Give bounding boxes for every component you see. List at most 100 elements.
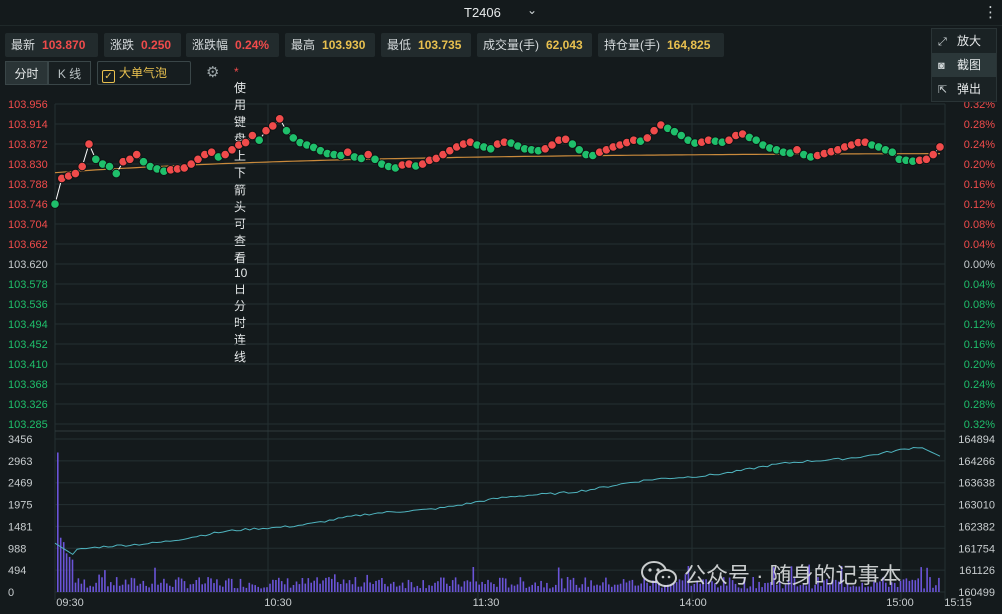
volume-bar	[543, 587, 545, 592]
volume-bar	[837, 581, 840, 592]
volume-bar	[805, 585, 808, 592]
price-tick-label: 103.536	[8, 299, 48, 311]
volume-bar	[345, 583, 348, 592]
big-order-bubble	[131, 149, 142, 160]
gear-icon[interactable]: ⚙	[206, 64, 220, 81]
volume-bar	[387, 586, 389, 592]
volume-bar	[784, 584, 787, 592]
popout-icon: ⇱	[938, 84, 948, 96]
volume-bar	[799, 585, 802, 592]
volume-bar	[98, 574, 100, 592]
big-order-bubble	[935, 142, 945, 152]
volume-bar	[899, 580, 902, 592]
quote-key: 涨跌	[110, 38, 135, 52]
big-order-bubble	[50, 199, 60, 209]
volume-bar	[83, 579, 86, 592]
quote-field: 持仓量(手) 164,825	[598, 33, 724, 57]
quote-value: 103.870	[42, 38, 86, 52]
volume-bar	[870, 586, 872, 592]
volume-bar	[351, 584, 354, 592]
oi-tick-label: 160499	[958, 587, 995, 599]
volume-bar	[563, 588, 566, 592]
volume-bar	[528, 586, 531, 592]
volume-bar	[101, 577, 103, 592]
volume-bar	[572, 577, 575, 592]
quote-value: 164,825	[667, 38, 711, 52]
price-tick-label: 103.662	[8, 239, 48, 251]
volume-bar	[395, 586, 398, 592]
big-order-bubble	[268, 121, 278, 131]
big-order-bubble	[560, 134, 571, 145]
volume-bar	[186, 588, 189, 592]
volume-bar	[425, 588, 427, 592]
big-order-bubble	[370, 154, 380, 165]
volume-bar	[581, 584, 584, 592]
volume-bar	[711, 581, 713, 592]
volume-bar	[357, 586, 360, 592]
volume-tick-label: 2963	[8, 456, 32, 468]
volume-bar	[301, 578, 304, 592]
volume-bar	[519, 577, 522, 592]
volume-bar	[867, 586, 869, 592]
volume-bar	[280, 581, 283, 592]
volume-bar	[136, 585, 139, 592]
volume-bar	[295, 581, 298, 592]
timeshare-chart[interactable]: 103.956 0.32% 103.914 0.28% 103.872 0.24% 103.…	[0, 92, 1002, 614]
oi-tick-label: 164266	[958, 456, 995, 468]
volume-bar	[89, 585, 91, 592]
volume-bar	[778, 580, 781, 592]
big-order-bubble	[649, 125, 659, 136]
volume-bar	[68, 556, 71, 592]
volume-bar	[316, 577, 318, 592]
big-order-bubble	[792, 145, 802, 155]
pct-tick-label: 0.24%	[964, 379, 995, 391]
volume-bar	[174, 579, 177, 592]
volume-bar	[690, 585, 693, 592]
volume-bar	[911, 579, 914, 592]
volume-bar	[876, 582, 878, 592]
big-order-bubble	[928, 149, 939, 160]
volume-bar	[216, 579, 218, 592]
volume-bar	[133, 578, 136, 592]
volume-bar	[631, 579, 634, 592]
chevron-down-icon[interactable]: ⌄	[527, 3, 538, 17]
tab-timeshare[interactable]: 分时	[5, 61, 48, 85]
time-tick-label: 14:00	[679, 597, 707, 609]
volume-bar	[325, 577, 327, 592]
big-order-bubble	[104, 161, 115, 172]
big-order-bubble-toggle[interactable]: ✓ 大单气泡	[97, 61, 191, 85]
volume-bar	[593, 585, 595, 592]
volume-bar	[926, 567, 928, 592]
volume-bar	[107, 586, 109, 592]
volume-bar	[935, 585, 937, 592]
menu-item-popout[interactable]: ⇱ 弹出	[932, 77, 996, 101]
menu-item-screenshot[interactable]: ◙ 截图	[932, 53, 996, 77]
volume-bar	[360, 586, 363, 592]
volume-bar	[834, 579, 837, 592]
volume-bar	[127, 584, 130, 592]
quote-key: 最低	[387, 38, 412, 52]
volume-bar	[204, 583, 206, 592]
volume-bar	[781, 588, 784, 592]
checkbox-checked-icon[interactable]: ✓	[102, 70, 115, 83]
volume-bar	[752, 577, 754, 592]
volume-bar	[304, 583, 307, 592]
time-tick-label: 15:15	[944, 597, 972, 609]
big-order-bubble	[676, 130, 687, 141]
volume-bar	[319, 583, 321, 592]
more-menu-icon[interactable]: ⋮	[983, 4, 998, 21]
volume-bar	[248, 582, 251, 592]
big-order-bubble	[240, 137, 251, 148]
volume-bar	[339, 584, 342, 592]
camera-icon: ◙	[938, 60, 945, 72]
volume-bar	[336, 582, 339, 592]
tab-kline[interactable]: K 线	[48, 61, 91, 85]
volume-bar	[372, 584, 374, 592]
quote-field: 成交量(手) 62,043	[477, 33, 592, 57]
volume-bar	[590, 580, 592, 592]
volume-bar	[201, 584, 203, 592]
pct-tick-label: 0.04%	[964, 239, 995, 251]
open-interest-line	[54, 446, 941, 556]
menu-item-zoom[interactable]: ⤢ 放大	[932, 29, 996, 53]
oi-tick-label: 161126	[959, 565, 995, 577]
